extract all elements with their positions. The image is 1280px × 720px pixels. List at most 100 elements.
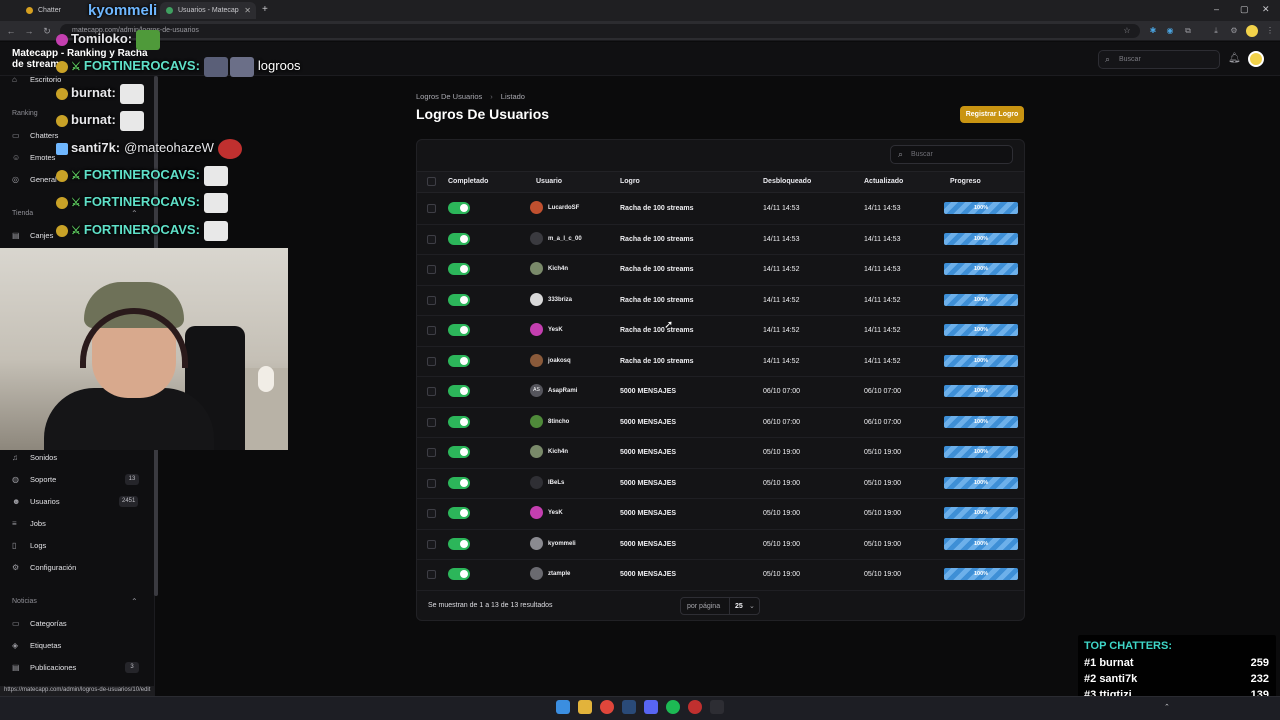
chevron-up-icon[interactable]: ⌃ bbox=[131, 209, 138, 218]
user-name[interactable]: YesK bbox=[548, 510, 563, 516]
file-explorer-icon[interactable] bbox=[578, 700, 592, 714]
sidebar-item-emotes[interactable]: ☺ Emotes bbox=[12, 153, 55, 169]
user-name[interactable]: ztample bbox=[548, 571, 571, 577]
sidebar-item-categorias[interactable]: ▭ Categorías bbox=[12, 619, 67, 635]
global-search-input[interactable]: ⌕ Buscar bbox=[1098, 50, 1220, 69]
completed-toggle[interactable] bbox=[448, 232, 470, 245]
settings-icon[interactable]: ⚙ bbox=[1230, 26, 1238, 35]
address-bar[interactable]: matecapp.com/admin/logros-de-usuarios bbox=[60, 24, 1140, 38]
user-name[interactable]: YesK bbox=[548, 327, 563, 333]
row-checkbox[interactable] bbox=[427, 448, 436, 457]
minimize-icon[interactable]: – bbox=[1214, 4, 1220, 14]
table-row[interactable]: YesK 5000 MENSAJES 05/10 19:00 05/10 19:00 1… bbox=[417, 499, 1024, 530]
extensions-puzzle-icon[interactable]: ⧉ bbox=[1185, 26, 1191, 35]
download-icon[interactable]: ⤓ bbox=[1214, 26, 1218, 35]
extension-icon[interactable]: ◉ bbox=[1166, 26, 1174, 35]
discord-icon[interactable] bbox=[644, 700, 658, 714]
table-row[interactable]: kyommeli 5000 MENSAJES 05/10 19:00 05/10 19… bbox=[417, 530, 1024, 560]
spotify-icon[interactable] bbox=[666, 700, 680, 714]
column-header-logro[interactable]: Logro bbox=[620, 178, 640, 185]
select-all-checkbox[interactable] bbox=[427, 177, 436, 186]
table-row[interactable]: LucardoSF Racha de 100 streams 14/11 14:53… bbox=[417, 194, 1024, 225]
user-name[interactable]: 333briza bbox=[548, 296, 573, 303]
row-checkbox[interactable] bbox=[427, 326, 436, 335]
per-page-select[interactable]: por página 25 ⌄ bbox=[680, 597, 760, 615]
breadcrumb-link[interactable]: Logros De Usuarios bbox=[416, 92, 483, 101]
table-row[interactable]: Kich4n Racha de 100 streams 14/11 14:52 14/… bbox=[417, 255, 1024, 286]
row-checkbox[interactable] bbox=[427, 356, 436, 366]
row-checkbox[interactable] bbox=[427, 417, 436, 427]
table-row[interactable]: 8tincho 5000 MENSAJES 06/10 07:00 06/10 07:… bbox=[417, 408, 1024, 438]
row-checkbox[interactable] bbox=[427, 265, 436, 274]
completed-toggle[interactable] bbox=[448, 537, 470, 550]
user-name[interactable]: Kich4n bbox=[548, 449, 569, 455]
row-checkbox[interactable] bbox=[427, 478, 436, 488]
sidebar-item-soporte[interactable]: ◍ Soporte bbox=[12, 475, 56, 491]
close-tab-icon[interactable]: ✕ bbox=[244, 6, 251, 15]
reload-icon[interactable]: ↻ bbox=[43, 26, 51, 36]
table-row[interactable]: joakosq Racha de 100 streams 14/11 14:52 14… bbox=[417, 347, 1024, 377]
sidebar-item-chatters[interactable]: ▭ Chatters bbox=[12, 131, 58, 147]
table-row[interactable]: YesK Racha de 100 streams 14/11 14:52 14/11… bbox=[417, 316, 1024, 347]
browser-tab[interactable]: Chatter bbox=[20, 2, 90, 19]
table-row[interactable]: AS AsapRami 5000 MENSAJES 06/10 07:00 06/10 … bbox=[417, 377, 1024, 408]
chrome-icon[interactable] bbox=[600, 700, 614, 714]
profile-avatar-icon[interactable] bbox=[1246, 25, 1258, 37]
close-window-icon[interactable]: ✕ bbox=[1262, 4, 1270, 14]
user-name[interactable]: m_a_l_c_00 bbox=[548, 235, 582, 242]
completed-toggle[interactable] bbox=[448, 446, 470, 458]
table-row[interactable]: Kich4n 5000 MENSAJES 05/10 19:00 05/10 19:0… bbox=[417, 438, 1024, 469]
sidebar-item-jobs[interactable]: ≡ Jobs bbox=[12, 519, 46, 535]
sidebar-item-usuarios[interactable]: ☻ Usuarios bbox=[12, 497, 60, 513]
row-checkbox[interactable] bbox=[427, 204, 436, 213]
row-checkbox[interactable] bbox=[427, 387, 436, 396]
completed-toggle[interactable] bbox=[448, 385, 470, 397]
completed-toggle[interactable] bbox=[448, 354, 470, 367]
maximize-icon[interactable]: ▢ bbox=[1240, 4, 1249, 14]
user-name[interactable]: joakosq bbox=[548, 357, 571, 364]
user-name[interactable]: kyommeli bbox=[548, 540, 576, 547]
tray-chevron-up-icon[interactable]: ⌃ bbox=[1164, 704, 1170, 711]
sidebar-group-ranking[interactable]: Ranking bbox=[12, 110, 38, 117]
forward-icon[interactable]: → bbox=[24, 26, 34, 36]
row-checkbox[interactable] bbox=[427, 295, 436, 305]
user-name[interactable]: LucardoSF bbox=[548, 205, 580, 211]
sidebar-group-tienda[interactable]: Tienda bbox=[12, 210, 34, 217]
completed-toggle[interactable] bbox=[448, 202, 470, 214]
column-header-completado[interactable]: Completado bbox=[448, 178, 489, 185]
browser-tab-active[interactable]: Usuarios - Matecap ✕ bbox=[160, 2, 256, 19]
row-checkbox[interactable] bbox=[427, 509, 436, 518]
completed-toggle[interactable] bbox=[448, 324, 470, 336]
sidebar-item-escritorio[interactable]: ⌂ Escritorio bbox=[12, 75, 61, 91]
table-row[interactable]: ztample 5000 MENSAJES 05/10 19:00 05/10 19:… bbox=[417, 560, 1024, 591]
steam-icon[interactable] bbox=[622, 700, 636, 714]
completed-toggle[interactable] bbox=[448, 568, 470, 580]
column-header-progreso[interactable]: Progreso bbox=[950, 178, 981, 185]
sidebar-item-etiquetas[interactable]: ◈ Etiquetas bbox=[12, 641, 61, 657]
sidebar-item-logs[interactable]: ▯ Logs bbox=[12, 541, 46, 557]
obs-icon[interactable] bbox=[688, 700, 702, 714]
new-tab-icon[interactable]: + bbox=[262, 4, 268, 15]
extension-icon[interactable]: ✱ bbox=[1149, 26, 1157, 35]
table-row[interactable]: m_a_l_c_00 Racha de 100 streams 14/11 14:5… bbox=[417, 225, 1024, 255]
notifications-bell-icon[interactable]: 🔔︎ bbox=[1228, 53, 1241, 64]
table-search-input[interactable]: ⌕ Buscar bbox=[890, 145, 1013, 164]
row-checkbox[interactable] bbox=[427, 234, 436, 244]
sidebar-item-sonidos[interactable]: ♫ Sonidos bbox=[12, 453, 57, 469]
windows-start-icon[interactable] bbox=[556, 700, 570, 714]
sidebar-item-general[interactable]: ◎ General bbox=[12, 175, 57, 191]
sidebar-group-noticias[interactable]: Noticias bbox=[12, 598, 37, 605]
bookmark-star-icon[interactable]: ☆ bbox=[1123, 26, 1131, 35]
table-row[interactable]: 333briza Racha de 100 streams 14/11 14:52 1… bbox=[417, 286, 1024, 316]
user-avatar[interactable] bbox=[1248, 51, 1264, 67]
completed-toggle[interactable] bbox=[448, 476, 470, 489]
completed-toggle[interactable] bbox=[448, 293, 470, 306]
completed-toggle[interactable] bbox=[448, 415, 470, 428]
user-name[interactable]: Kich4n bbox=[548, 266, 569, 272]
column-header-desbloqueado[interactable]: Desbloqueado bbox=[763, 178, 812, 185]
sidebar-item-canjes[interactable]: ▤ Canjes bbox=[12, 231, 53, 247]
completed-toggle[interactable] bbox=[448, 507, 470, 519]
back-icon[interactable]: ← bbox=[6, 26, 16, 36]
register-achievement-button[interactable]: Registrar Logro bbox=[960, 106, 1024, 123]
terminal-icon[interactable] bbox=[710, 700, 724, 714]
